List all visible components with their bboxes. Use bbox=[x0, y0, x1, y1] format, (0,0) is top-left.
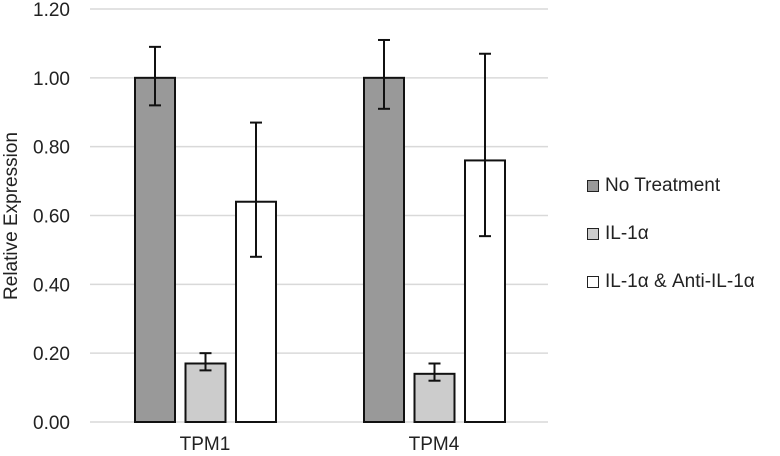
x-category-label: TPM1 bbox=[180, 434, 231, 455]
bar bbox=[413, 372, 456, 424]
y-tick-label: 0.80 bbox=[33, 138, 70, 159]
legend-swatch bbox=[587, 180, 599, 192]
legend-item-il1a-anti: IL-1α & Anti-IL-1α bbox=[587, 271, 755, 292]
legend-item-il1a: IL-1α bbox=[587, 223, 755, 244]
y-tick-label: 1.20 bbox=[33, 0, 70, 21]
y-tick-label: 0.40 bbox=[33, 275, 70, 296]
legend-swatch bbox=[587, 276, 599, 288]
y-tick-label: 0.00 bbox=[33, 413, 70, 434]
y-tick-label: 1.00 bbox=[33, 69, 70, 90]
x-category-label: TPM4 bbox=[409, 434, 460, 455]
y-axis-label: Relative Expression bbox=[1, 132, 22, 300]
bar bbox=[363, 76, 405, 423]
bar bbox=[184, 362, 227, 424]
y-tick-label: 0.20 bbox=[33, 344, 70, 365]
y-tick-label: 0.60 bbox=[33, 207, 70, 228]
legend-swatch bbox=[587, 228, 599, 240]
legend: No Treatment IL-1α IL-1α & Anti-IL-1α bbox=[587, 175, 755, 320]
legend-item-no-treatment: No Treatment bbox=[587, 175, 755, 196]
bar bbox=[134, 76, 176, 423]
